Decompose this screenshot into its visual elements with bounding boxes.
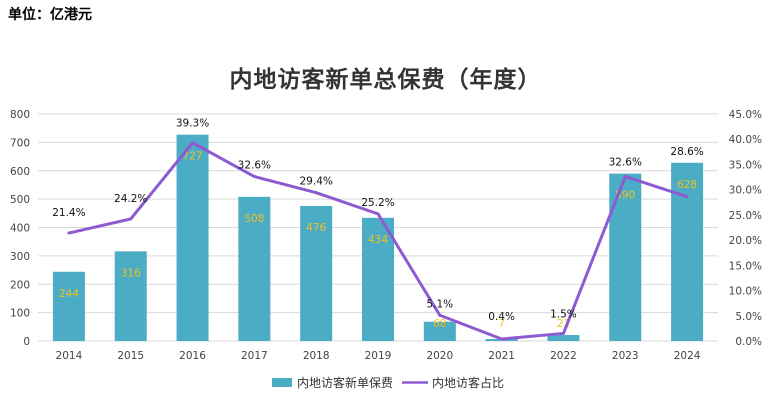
left-tick-label: 700: [10, 137, 30, 149]
right-tick-label: 15.0%: [729, 260, 762, 272]
legend-line-label: 内地访客占比: [432, 375, 504, 390]
share-point-2022: [561, 331, 565, 335]
left-tick-label: 100: [10, 308, 30, 320]
left-tick-label: 500: [10, 194, 30, 206]
share-point-2015: [129, 217, 133, 221]
x-tick-label: 2014: [56, 350, 83, 362]
bar-value-label: 628: [677, 179, 697, 191]
bar-value-label: 434: [368, 234, 388, 246]
legend: 内地访客新单保费 内地访客占比: [272, 375, 504, 390]
x-tick-label: 2023: [612, 350, 639, 362]
bar-2015: [114, 251, 147, 341]
x-tick-label: 2019: [365, 350, 392, 362]
bar-2018: [300, 205, 333, 341]
x-tick-label: 2016: [179, 350, 206, 362]
share-point-2019: [376, 212, 380, 216]
unit-label: 单位：亿港元: [8, 7, 92, 23]
share-value-label: 5.1%: [426, 298, 453, 310]
share-value-label: 39.3%: [176, 118, 209, 130]
right-tick-label: 30.0%: [729, 185, 762, 197]
right-tick-label: 10.0%: [729, 286, 762, 298]
share-point-2020: [438, 313, 442, 317]
share-point-2017: [252, 175, 256, 179]
left-tick-label: 400: [10, 223, 30, 235]
x-tick-label: 2017: [241, 350, 268, 362]
share-value-label: 32.6%: [238, 160, 271, 172]
share-point-2023: [623, 175, 627, 179]
line-series: 21.4% 24.2% 39.3% 32.6% 29.4% 25.2% 5.1% 0.4% 1.…: [52, 118, 704, 341]
right-tick-label: 5.0%: [735, 311, 762, 323]
left-tick-label: 300: [10, 251, 30, 263]
x-tick-label: 2024: [674, 350, 701, 362]
bar-2019: [362, 217, 394, 341]
bar-value-label: 68: [433, 318, 446, 330]
bar-2022: [547, 335, 580, 341]
x-tick-label: 2022: [550, 350, 577, 362]
legend-bar-swatch: [272, 378, 292, 387]
bar-2020: [423, 321, 456, 341]
bar-2017: [238, 196, 271, 341]
x-tick-label: 2018: [303, 350, 330, 362]
bar-value-label: 244: [59, 288, 79, 300]
x-tick-label: 2021: [488, 350, 515, 362]
left-tick-label: 0: [23, 336, 30, 348]
left-tick-label: 200: [10, 279, 30, 291]
share-point-2018: [314, 191, 318, 195]
share-value-label: 28.6%: [670, 146, 703, 158]
bar-value-label: 316: [121, 267, 141, 279]
share-point-2016: [191, 141, 195, 145]
right-tick-label: 20.0%: [729, 235, 762, 247]
share-value-label: 25.2%: [361, 197, 394, 209]
right-tick-label: 45.0%: [729, 109, 762, 121]
right-tick-label: 0.0%: [735, 336, 762, 348]
share-value-label: 0.4%: [488, 311, 515, 323]
bar-value-label: 7: [498, 318, 505, 330]
x-tick-label: 2015: [117, 350, 144, 362]
right-axis: 0.0% 5.0% 10.0% 15.0% 20.0% 25.0% 30.0% 35.0% 40…: [729, 109, 762, 348]
share-point-2024: [685, 195, 689, 199]
bar-2016: [176, 134, 209, 341]
share-point-2014: [67, 231, 71, 235]
share-value-label: 29.4%: [300, 176, 333, 188]
chart-title: 内地访客新单总保费（年度）: [229, 67, 542, 93]
share-value-label: 24.2%: [114, 193, 147, 205]
left-axis: 0 100 200 300 400 500 600 700 800: [10, 109, 30, 348]
bar-value-label: 727: [183, 151, 203, 163]
bar-2014: [52, 271, 85, 341]
right-tick-label: 25.0%: [729, 210, 762, 222]
right-tick-label: 35.0%: [729, 159, 762, 171]
x-axis: 2014 2015 2016 2017 2018 2019 2020 2021 2022 2023…: [56, 350, 701, 362]
x-tick-label: 2020: [426, 350, 453, 362]
left-tick-label: 600: [10, 166, 30, 178]
right-tick-label: 40.0%: [729, 134, 762, 146]
share-value-label: 21.4%: [52, 207, 85, 219]
legend-bar-label: 内地访客新单保费: [297, 375, 393, 390]
share-value-label: 1.5%: [550, 308, 577, 320]
share-value-label: 32.6%: [609, 157, 642, 169]
share-point-2021: [500, 337, 504, 341]
left-tick-label: 800: [10, 109, 30, 121]
bar-value-label: 476: [306, 222, 326, 234]
bar-value-label: 508: [244, 213, 264, 225]
